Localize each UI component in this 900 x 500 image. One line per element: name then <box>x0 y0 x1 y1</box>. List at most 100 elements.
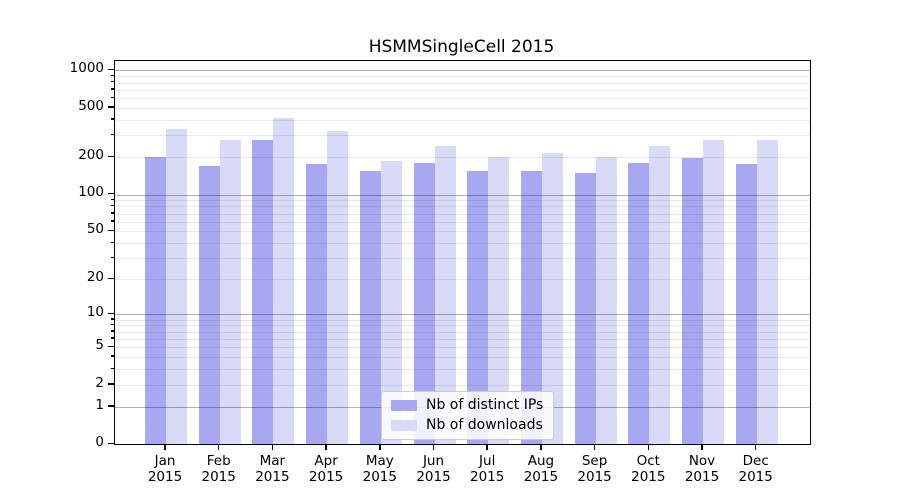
chart-title: HSMMSingleCell 2015 <box>368 37 555 57</box>
x-tick-year: 2015 <box>201 469 236 485</box>
bar-ips-jun <box>413 162 435 444</box>
bar-ips-mar <box>252 139 274 444</box>
bar-downloads-may <box>380 161 402 444</box>
gridline-300 <box>115 135 810 137</box>
legend-row-downloads: Nb of downloads <box>391 418 543 433</box>
y-tick-label-1: 1 <box>95 396 104 413</box>
x-tick-jan <box>164 445 166 450</box>
bar-downloads-jan <box>166 128 187 444</box>
x-tick-year: 2015 <box>416 469 451 485</box>
bar-ips-oct <box>628 163 650 444</box>
y-tick-0 <box>108 442 114 444</box>
y-tick-label-20: 20 <box>86 269 104 286</box>
x-tick-may <box>379 445 381 450</box>
x-tick-label-aug: Aug 2015 <box>511 453 571 485</box>
x-tick-label-jun: Jun 2015 <box>404 453 464 485</box>
x-tick-year: 2015 <box>577 469 612 485</box>
gridline-60 <box>115 221 810 223</box>
bar-downloads-feb <box>219 139 241 444</box>
x-tick-label-mar: Mar 2015 <box>242 453 302 485</box>
gridline-4 <box>115 357 810 358</box>
bar-downloads-jul <box>488 156 510 444</box>
legend-label-downloads: Nb of downloads <box>426 417 543 433</box>
y-tick-5 <box>108 345 114 348</box>
y-tick-200 <box>108 155 114 158</box>
y-tick-20 <box>108 277 114 280</box>
legend: Nb of distinct IPs Nb of downloads <box>381 391 555 440</box>
x-tick-nov <box>701 445 703 450</box>
bar-downloads-mar <box>273 117 295 444</box>
y-tick-10 <box>108 312 114 315</box>
y-minor-tick-8 <box>111 323 114 326</box>
y-tick-1 <box>108 405 114 407</box>
y-minor-tick-600 <box>111 96 114 99</box>
x-tick-label-oct: Oct 2015 <box>618 453 678 485</box>
gridline-600 <box>115 98 810 99</box>
x-tick-year: 2015 <box>308 469 344 485</box>
y-minor-tick-30 <box>111 256 114 259</box>
y-tick-label-50: 50 <box>86 221 104 238</box>
bar-downloads-oct <box>649 145 671 444</box>
y-minor-tick-90 <box>111 198 114 201</box>
gridline-50 <box>115 231 810 233</box>
x-tick-year: 2015 <box>523 469 559 485</box>
y-tick-label-0: 0 <box>95 434 104 450</box>
bar-ips-may <box>359 171 381 444</box>
y-tick-2 <box>108 383 114 385</box>
gridline-6 <box>115 338 810 340</box>
x-tick-month: Jun <box>422 453 445 469</box>
y-minor-tick-40 <box>111 241 114 244</box>
x-tick-label-nov: Nov 2015 <box>672 453 732 485</box>
x-tick-sep <box>593 445 596 450</box>
x-tick-apr <box>325 445 327 450</box>
bar-ips-dec <box>735 163 757 444</box>
y-minor-tick-70 <box>111 212 114 214</box>
gridline-80 <box>115 206 810 208</box>
bar-downloads-aug <box>541 152 563 444</box>
x-tick-feb <box>217 445 220 450</box>
x-tick-jul <box>486 445 488 450</box>
x-tick-year: 2015 <box>147 469 183 485</box>
x-tick-month: Sep <box>581 453 608 469</box>
x-tick-month: Nov <box>688 453 716 469</box>
y-minor-tick-700 <box>111 88 114 90</box>
gridline-1000 <box>115 70 810 72</box>
x-tick-label-dec: Dec 2015 <box>726 453 786 485</box>
y-tick-label-500: 500 <box>78 97 104 114</box>
y-minor-tick-800 <box>111 80 114 83</box>
bar-downloads-apr <box>327 131 349 444</box>
plot-area: Nb of distinct IPs Nb of downloads <box>114 60 811 445</box>
y-tick-500 <box>108 106 114 108</box>
y-minor-tick-9 <box>111 318 114 320</box>
legend-swatch-downloads <box>391 420 417 431</box>
x-tick-year: 2015 <box>738 469 773 485</box>
y-minor-tick-900 <box>111 74 114 77</box>
gridline-7 <box>115 331 810 333</box>
x-tick-dec <box>754 445 757 450</box>
x-tick-label-jan: Jan 2015 <box>135 453 195 485</box>
x-tick-label-sep: Sep 2015 <box>565 453 625 485</box>
bar-ips-aug <box>520 171 542 444</box>
gridline-700 <box>115 89 810 91</box>
legend-row-distinct-ips: Nb of distinct IPs <box>391 398 543 413</box>
bar-downloads-jun <box>434 145 456 444</box>
gridline-100 <box>115 194 810 196</box>
bar-ips-jan <box>145 157 166 444</box>
x-tick-month: Dec <box>742 453 769 469</box>
gridline-3 <box>115 369 810 370</box>
y-minor-tick-4 <box>111 355 114 357</box>
x-tick-mar <box>271 445 274 450</box>
x-tick-jun <box>432 445 435 450</box>
gridline-40 <box>115 243 810 245</box>
bar-ips-nov <box>682 157 703 444</box>
y-minor-tick-300 <box>111 133 114 136</box>
bar-downloads-dec <box>756 139 778 444</box>
gridline-900 <box>115 76 810 78</box>
bar-downloads-nov <box>703 139 724 444</box>
gridline-200 <box>115 157 810 159</box>
x-tick-month: Feb <box>206 453 231 469</box>
y-minor-tick-400 <box>111 118 114 120</box>
x-tick-label-may: May 2015 <box>350 453 410 485</box>
y-tick-label-5: 5 <box>95 337 104 354</box>
legend-swatch-distinct-ips <box>391 400 417 411</box>
